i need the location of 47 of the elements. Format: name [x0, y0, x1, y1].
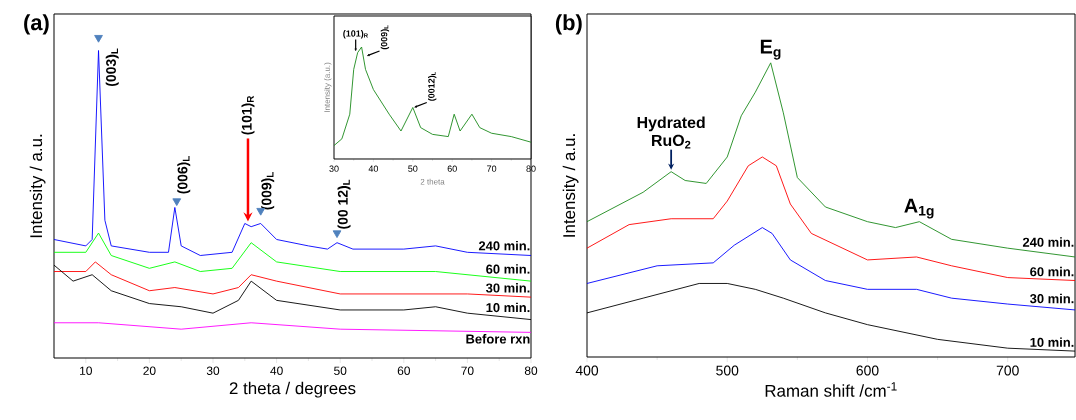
annotation: (0012)$_{L}$: [428, 71, 437, 101]
annotation: (101)$_{R}$: [241, 95, 255, 135]
series-label: 60 min.: [486, 264, 530, 274]
series-label: 10 min.: [1030, 337, 1074, 347]
series-label: 30 min.: [485, 283, 530, 293]
annotation: A$_{1g}$: [904, 198, 934, 219]
annotation: Hydrated RuO$_{2}$: [637, 116, 705, 149]
annotation: (009)$_{L}$: [261, 172, 275, 210]
x-tick-label: 60: [397, 366, 410, 375]
series-label: 30 min.: [1029, 293, 1074, 304]
point: [332, 230, 342, 239]
annotation: (00 12)$_{L}$: [337, 179, 351, 229]
x-axis-title: 2 theta / degrees: [229, 381, 356, 398]
x-tick-label: 40: [368, 165, 379, 172]
annotation: (101)$_{R}$: [343, 30, 368, 39]
x-tick-label: 80: [526, 165, 536, 172]
annotation: (006)$_{L}$: [177, 156, 191, 194]
point: [172, 198, 182, 206]
annotation: (009)$_{L}$: [380, 25, 390, 50]
series-label: 240 min.: [478, 240, 530, 251]
x-tick-label: 70: [461, 366, 474, 375]
x-tick-label: 50: [334, 366, 347, 375]
y-axis-title: Intensity / a.u.: [29, 134, 46, 238]
x-tick-label: 600: [856, 365, 879, 376]
series-label: Before rxn: [466, 334, 530, 344]
x-tick-label: 20: [143, 366, 156, 375]
y-axis-title: Intensity / a.u.: [562, 134, 579, 237]
x-tick-label: 500: [716, 365, 739, 376]
x-tick-label: 10: [80, 366, 92, 375]
annotation: E$_{g}$: [760, 39, 781, 60]
x-tick-label: 50: [408, 165, 418, 172]
text: (b): [555, 14, 582, 35]
point: [94, 35, 103, 43]
x-tick-label: 80: [524, 366, 538, 375]
x-tick-label: 700: [996, 365, 1019, 376]
x-tick-label: 30: [329, 165, 339, 172]
x-tick-label: 40: [270, 366, 283, 375]
x-tick-label: 400: [575, 365, 599, 376]
x-tick-label: 60: [447, 165, 457, 172]
text: (a): [24, 14, 49, 35]
series-label: 60 min.: [1030, 266, 1074, 277]
annotation: (003)$_{L}$: [105, 48, 119, 87]
x-axis-title: Raman shift /cm$^{-1}$: [765, 382, 897, 397]
series-label: 240 min.: [1022, 237, 1074, 247]
x-tick-label: 30: [206, 366, 220, 375]
x-tick-label: 70: [487, 165, 497, 172]
series-label: 10 min.: [486, 302, 530, 313]
